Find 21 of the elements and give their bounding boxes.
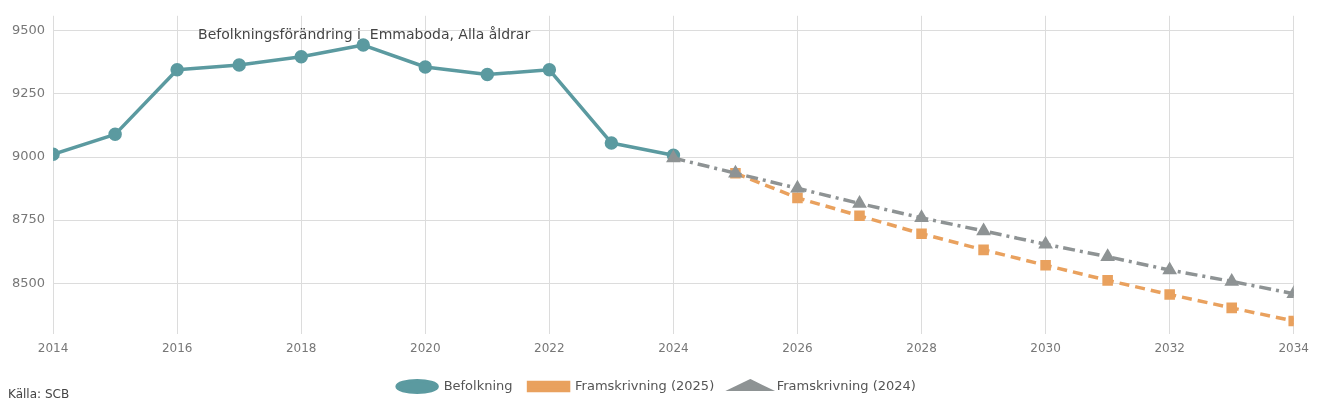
y-tick-label: 9250: [11, 85, 46, 101]
y-tick-label: 8500: [11, 274, 46, 290]
x-tick-label: 2028: [906, 340, 937, 355]
x-tick-label: 2024: [658, 340, 689, 355]
x-tick-label: 2014: [37, 340, 69, 355]
text: Källa: SCB: [8, 387, 70, 402]
legend-label: Framskrivning (2024): [776, 377, 916, 393]
x-tick-label: 2026: [782, 340, 813, 355]
y-tick-label: 9500: [11, 22, 46, 38]
legend-label: Framskrivning (2025): [575, 377, 715, 393]
x-tick-label: 2030: [1030, 340, 1061, 355]
text: Befolkningsförändring i Emmaboda, Alla åldrar: [198, 26, 531, 43]
x-tick-label: 2016: [161, 340, 193, 355]
x-tick-label: 2022: [534, 340, 565, 355]
x-tick-label: 2020: [410, 340, 441, 355]
y-tick-label: 9000: [11, 148, 46, 164]
legend-label: Befolkning: [443, 377, 513, 393]
x-tick-label: 2032: [1154, 340, 1185, 355]
y-tick-label: 8750: [11, 211, 46, 227]
x-tick-label: 2034: [1278, 340, 1309, 355]
x-tick-label: 2018: [285, 340, 317, 355]
